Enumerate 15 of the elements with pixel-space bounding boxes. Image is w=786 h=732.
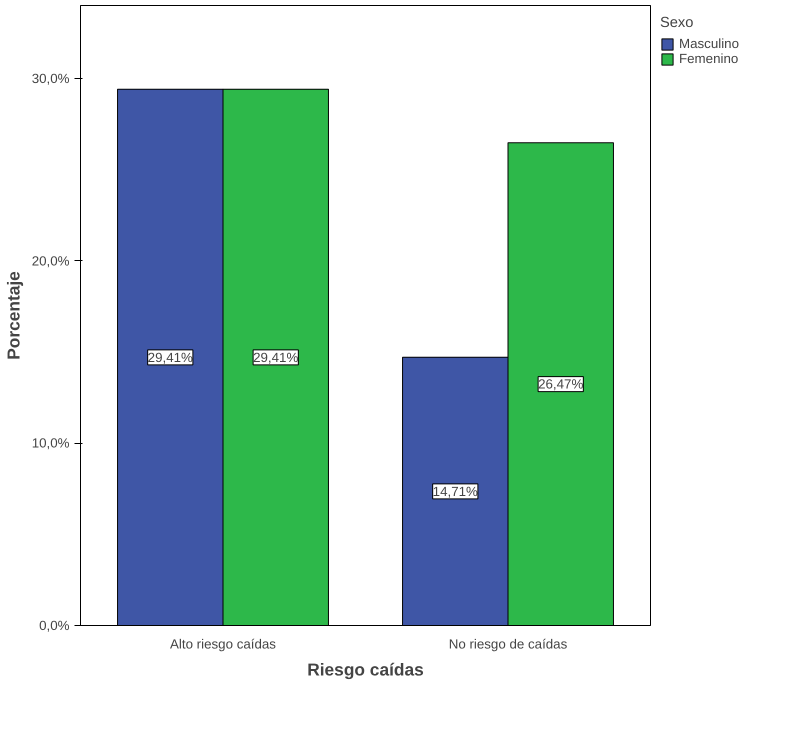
y-tick-label: 20,0% <box>32 253 70 268</box>
x-axis-title: Riesgo caídas <box>307 660 424 680</box>
x-tick-label: No riesgo de caídas <box>448 636 568 652</box>
x-tick-label: Alto riesgo caídas <box>170 636 276 652</box>
y-axis-title: Porcentaje <box>4 270 24 360</box>
y-tick-label: 30,0% <box>32 70 70 86</box>
data-label: 26,47% <box>538 376 584 392</box>
data-label: 29,41% <box>253 350 298 365</box>
y-tick-label: 0,0% <box>39 618 70 633</box>
legend-label: Femenino <box>679 51 738 66</box>
data-label: 29,41% <box>148 350 194 365</box>
legend-label: Masculino <box>679 36 740 51</box>
legend-title: Sexo <box>660 15 694 31</box>
y-tick-label: 10,0% <box>32 436 70 451</box>
data-label: 14,71% <box>432 484 478 499</box>
